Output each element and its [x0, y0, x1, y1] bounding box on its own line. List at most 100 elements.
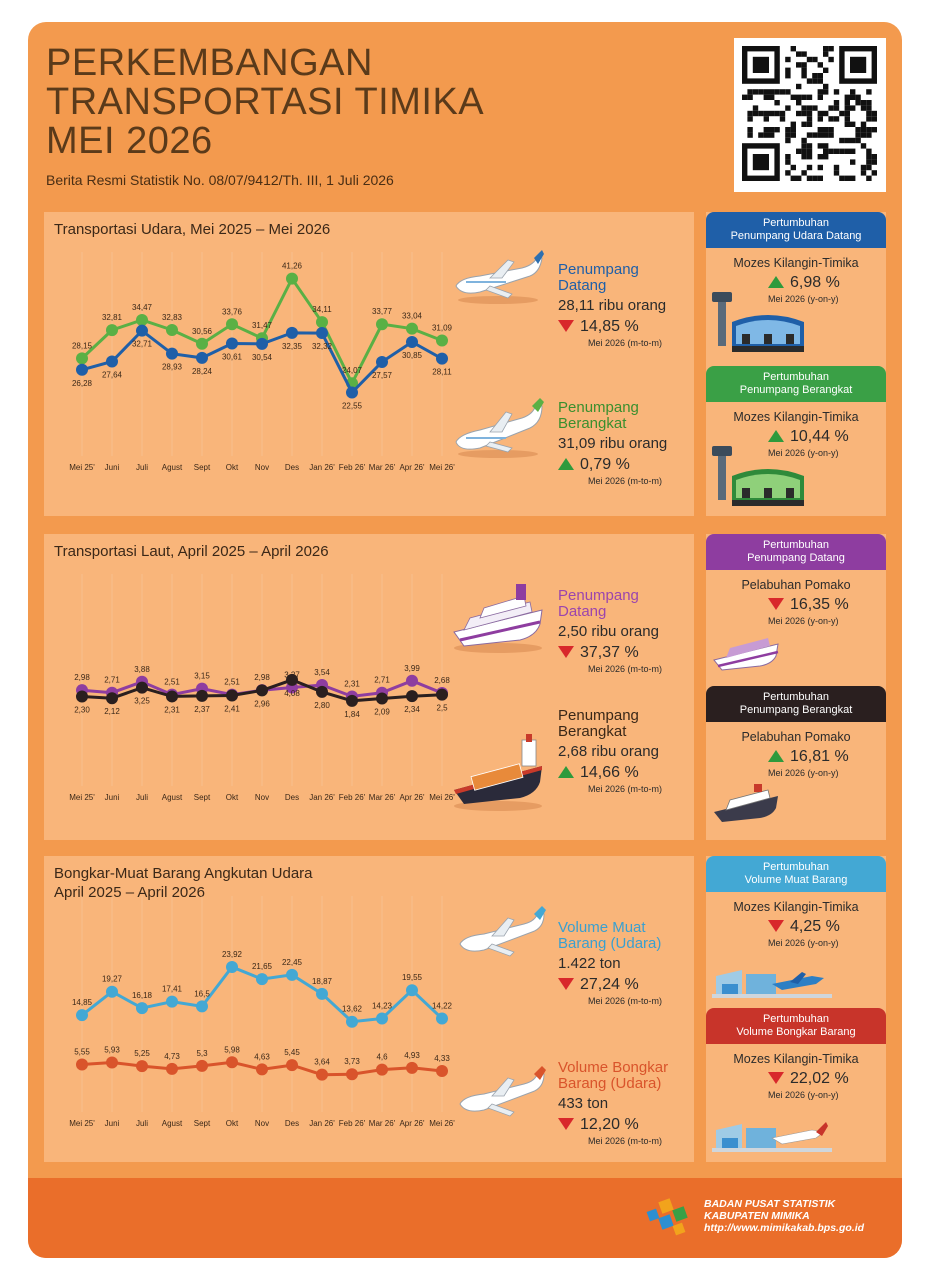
x-tick-label: Mei 26': [429, 793, 455, 802]
data-point-datang: [76, 363, 88, 376]
stat-laut-datang-name-1: Penumpang: [558, 587, 639, 604]
side-laut: Pertumbuhan Penumpang Datang Pelabuhan P…: [706, 534, 886, 840]
data-label-datang: 28,93: [162, 363, 183, 372]
stat-muat-name-1: Volume Muat: [558, 919, 646, 936]
data-point-bongkar: [196, 1059, 208, 1072]
data-point-muat: [436, 1012, 448, 1025]
data-point-datang: [286, 326, 298, 339]
side-udara-berangkat-header: Pertumbuhan Penumpang Berangkat: [706, 366, 886, 402]
x-tick-label: Okt: [226, 1119, 239, 1128]
data-label-datang: 32,71: [132, 340, 153, 349]
side-udara: Pertumbuhan Penumpang Udara Datang Mozes…: [706, 212, 886, 516]
data-label-berangkat: 2,12: [104, 707, 120, 716]
data-point-berangkat: [226, 689, 238, 702]
x-tick-label: Sept: [194, 463, 211, 472]
data-label-datang: 3,88: [134, 665, 150, 674]
side-laut-berangkat-head-2: Penumpang Berangkat: [739, 704, 853, 716]
x-tick-label: Apr 26': [399, 463, 425, 472]
data-label-datang: 2,31: [344, 679, 360, 688]
data-label-berangkat: 2,80: [314, 701, 330, 710]
down-arrow-icon: [768, 1072, 784, 1084]
side-udara-berangkat-loc: Mozes Kilangin-Timika: [733, 410, 859, 424]
stat-laut-berangkat-pct-text: 14,66 %: [580, 764, 639, 781]
side-laut-datang-note: Mei 2026 (y-on-y): [768, 616, 839, 626]
stat-bongkar-name-2: Barang (Udara): [558, 1075, 662, 1092]
data-point-datang: [346, 386, 358, 399]
side-laut-berangkat-note: Mei 2026 (y-on-y): [768, 768, 839, 778]
data-label-muat: 18,87: [312, 977, 333, 986]
stat-laut-berangkat-pct: 14,66 %: [558, 764, 708, 782]
data-label-berangkat: 24,07: [342, 366, 363, 375]
side-udara-datang-header: Pertumbuhan Penumpang Udara Datang: [706, 212, 886, 248]
data-label-muat: 14,85: [72, 998, 93, 1007]
data-label-bongkar: 4,63: [254, 1052, 270, 1061]
side-udara-berangkat: Pertumbuhan Penumpang Berangkat Mozes Ki…: [706, 366, 886, 516]
chart-barang: Mei 25' Juni Juli Agust Sept Okt Nov Des Jan 26'…: [69, 896, 455, 1128]
down-arrow-icon: [558, 1118, 574, 1130]
data-point-berangkat: [286, 272, 298, 285]
data-point-bongkar: [166, 1062, 178, 1075]
data-point-berangkat: [256, 684, 268, 697]
data-label-bongkar: 4,33: [434, 1054, 450, 1063]
data-label-berangkat: 28,15: [72, 341, 93, 350]
data-point-berangkat: [196, 337, 208, 350]
x-tick-label: Juli: [136, 793, 148, 802]
up-arrow-icon: [558, 458, 574, 470]
bps-org-name: BADAN PUSAT STATISTIK: [704, 1198, 836, 1210]
data-point-muat: [166, 995, 178, 1008]
side-bongkar-pct: 22,02 %: [768, 1070, 849, 1088]
data-point-berangkat: [316, 685, 328, 698]
data-label-muat: 13,62: [342, 1005, 363, 1014]
data-point-muat: [196, 1000, 208, 1013]
page-title: PERKEMBANGAN TRANSPORTASI TIMIKA MEI 202…: [46, 44, 484, 161]
data-point-bongkar: [256, 1063, 268, 1076]
stat-udara-datang-name-2: Datang: [558, 277, 607, 294]
data-label-berangkat: 2,31: [164, 705, 180, 714]
data-label-muat: 17,41: [162, 985, 183, 994]
side-udara-datang-note: Mei 2026 (y-on-y): [768, 294, 839, 304]
stat-laut-datang-name-2: Datang: [558, 603, 607, 620]
data-label-berangkat: 1,84: [344, 710, 360, 719]
side-barang: Pertumbuhan Volume Muat Barang Mozes Kil…: [706, 856, 886, 1162]
data-label-bongkar: 4,6: [376, 1053, 388, 1062]
data-label-muat: 14,23: [372, 1001, 393, 1010]
airport-terminal-green-icon: [712, 442, 808, 517]
stat-bongkar-pct: 12,20 %: [558, 1116, 708, 1134]
data-point-bongkar: [406, 1061, 418, 1074]
data-point-berangkat: [406, 322, 418, 335]
up-arrow-icon: [768, 750, 784, 762]
data-label-datang: 30,61: [222, 352, 243, 361]
x-tick-label: Mei 25': [69, 463, 95, 472]
cargo-terminal-red-icon: [712, 1108, 832, 1159]
side-muat-header: Pertumbuhan Volume Muat Barang: [706, 856, 886, 892]
data-point-berangkat: [166, 690, 178, 703]
data-point-datang: [196, 351, 208, 364]
cruise-ship-icon: [712, 782, 782, 831]
data-label-bongkar: 5,25: [134, 1049, 150, 1058]
x-tick-label: Apr 26': [399, 1119, 425, 1128]
data-label-datang: 3,15: [194, 672, 210, 681]
x-tick-label: Feb 26': [339, 463, 366, 472]
stat-udara-datang-note: Mei 2026 (m-to-m): [588, 338, 663, 348]
side-laut-berangkat-header: Pertumbuhan Penumpang Berangkat: [706, 686, 886, 722]
cargo-terminal-blue-icon: [712, 954, 832, 1005]
side-laut-berangkat-pct: 16,81 %: [768, 748, 849, 766]
side-bongkar-head-2: Volume Bongkar Barang: [736, 1026, 856, 1038]
side-bongkar: Pertumbuhan Volume Bongkar Barang Mozes …: [706, 1008, 886, 1162]
title-line-3: MEI 2026: [46, 120, 213, 162]
x-tick-label: Nov: [255, 1119, 269, 1128]
data-point-berangkat: [286, 673, 298, 686]
x-tick-label: Mei 26': [429, 1119, 455, 1128]
data-label-muat: 23,92: [222, 950, 243, 959]
data-point-berangkat: [196, 689, 208, 702]
data-point-datang: [256, 337, 268, 350]
data-label-berangkat: 41,26: [282, 262, 303, 271]
data-label-berangkat: 2,5: [436, 704, 448, 713]
side-laut-datang-loc: Pelabuhan Pomako: [741, 578, 851, 592]
data-point-muat: [136, 1002, 148, 1015]
x-tick-label: Okt: [226, 793, 239, 802]
side-bongkar-header: Pertumbuhan Volume Bongkar Barang: [706, 1008, 886, 1044]
bps-url-link[interactable]: http://www.mimikakab.bps.go.id: [704, 1222, 865, 1234]
qr-code[interactable]: [734, 38, 886, 192]
x-tick-label: Nov: [255, 463, 269, 472]
